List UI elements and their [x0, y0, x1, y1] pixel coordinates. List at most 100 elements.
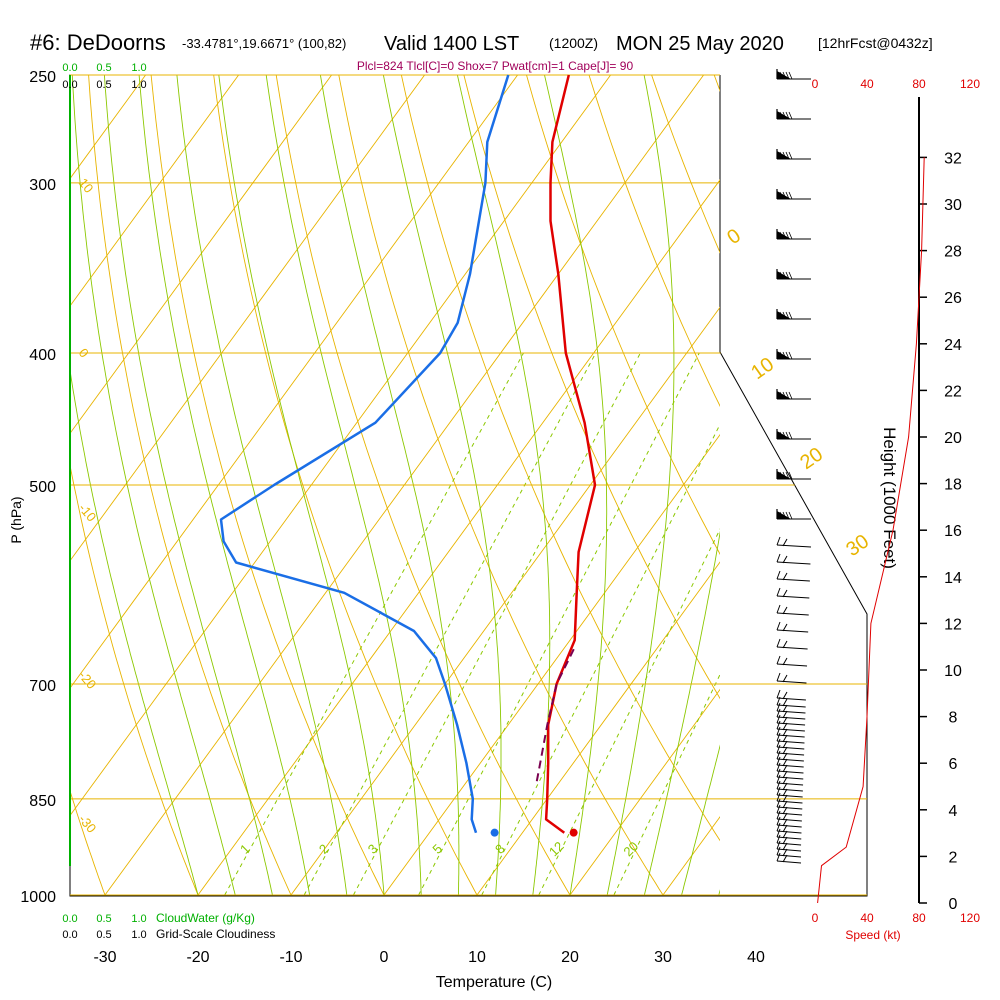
- wind-barb: [776, 780, 803, 792]
- wind-barb: [776, 672, 807, 684]
- forecast-date: MON 25 May 2020: [616, 33, 784, 55]
- wind-barb: [776, 852, 802, 864]
- speed-bottom-tick-3: 120: [960, 911, 980, 925]
- wind-barb: [776, 714, 806, 726]
- height-tick-label: 18: [944, 477, 962, 494]
- mixing-ratio-lines: 1 2 3 5 8 12 20: [224, 352, 720, 896]
- moist-adiabat-line: [606, 75, 675, 896]
- mixing-ratio-line: [353, 352, 641, 896]
- moist-adiabat-line: [544, 75, 608, 896]
- wind-barb: [776, 816, 802, 828]
- pressure-tick-label: 400: [29, 347, 56, 364]
- wind-barb: [776, 798, 803, 810]
- speed-top-tick-0: 0: [812, 77, 819, 91]
- height-tick-label: 10: [944, 663, 962, 680]
- mixing-ratio-line: [224, 352, 524, 896]
- mixing-ratio-line: [481, 423, 720, 896]
- wind-barb: [776, 638, 808, 650]
- wind-barb: [776, 349, 811, 360]
- temperature-tick-label: -30: [93, 949, 116, 966]
- dry-adiabat-line: [70, 463, 199, 896]
- wind-barb: [776, 570, 810, 582]
- temperature-tick-label: 10: [468, 949, 486, 966]
- wind-barb: [776, 229, 811, 240]
- moist-adiabat-line: [456, 75, 551, 896]
- moist-adiabat-line: [103, 75, 273, 896]
- wind-barb: [776, 309, 811, 320]
- height-tick-label: 2: [949, 849, 958, 866]
- height-tick-label: 26: [944, 290, 962, 307]
- mixing-ratio-line: [303, 352, 597, 896]
- wind-barb: [776, 269, 811, 280]
- x-axis-label: Temperature (C): [436, 974, 552, 991]
- dry-adiabat-line: [338, 75, 664, 896]
- top-black-tick-1: 0.5: [96, 79, 111, 91]
- pressure-tick-label: 850: [29, 793, 56, 810]
- top-green-tick-0: 0.0: [62, 62, 77, 74]
- height-tick-label: 24: [944, 337, 962, 354]
- surface-dewpoint-point: [490, 828, 499, 837]
- top-black-tick-2: 1.0: [131, 79, 146, 91]
- temperature-tick-label: -20: [186, 949, 209, 966]
- mixing-ratio-line: [418, 352, 700, 896]
- speed-label: Speed (kt): [845, 928, 900, 942]
- x-axis-ticks: -30 -20 -10 0 10 20 30 40: [93, 949, 765, 966]
- bottom-green-tick-2: 1.0: [131, 913, 146, 925]
- pressure-axis-ticks: 250 300 400 500 700 850 1000: [20, 69, 56, 906]
- wind-barb: [776, 655, 808, 667]
- speed-bottom-tick-0: 0: [812, 911, 819, 925]
- wind-barb: [776, 109, 811, 120]
- wind-barb: [776, 69, 811, 80]
- surface-temperature-point: [569, 828, 578, 837]
- bottom-black-tick-2: 1.0: [131, 929, 146, 941]
- cloudiness-label: Grid-Scale Cloudiness: [156, 927, 275, 941]
- moist-adiabat-line: [382, 75, 502, 896]
- temperature-tick-label: 20: [561, 949, 579, 966]
- dry-adiabat-line: [213, 75, 478, 896]
- wind-barb: [776, 429, 811, 440]
- moist-adiabat-line: [681, 744, 720, 896]
- wind-barb: [776, 804, 803, 816]
- wind-barb: [776, 469, 811, 480]
- wind-barb: [776, 720, 805, 732]
- moist-adiabat-line: [319, 75, 460, 896]
- dewpoint-profile: [219, 74, 510, 834]
- speed-top-tick-2: 80: [912, 77, 926, 91]
- moist-adiabat-line: [71, 75, 236, 896]
- location-coords: -33.4781°,19.6671° (100,82): [182, 36, 346, 51]
- top-green-tick-2: 1.0: [131, 62, 146, 74]
- moist-adiabat-line: [70, 367, 199, 896]
- wind-barb: [776, 702, 806, 714]
- dry-adiabat-line: [526, 75, 720, 555]
- zulu-time: (1200Z): [549, 35, 598, 51]
- dry-adiabat-line: [88, 75, 292, 896]
- pressure-tick-label: 300: [29, 177, 56, 194]
- moist-adiabat-line: [176, 75, 348, 896]
- bottom-green-tick-0: 0.0: [62, 913, 77, 925]
- station-name: #6: DeDoorns: [30, 30, 166, 55]
- y-axis-label: P (hPa): [8, 496, 24, 543]
- top-green-tick-1: 0.5: [96, 62, 111, 74]
- wind-barb: [776, 621, 809, 633]
- height-tick-label: 16: [944, 523, 962, 540]
- temperature-tick-label: 40: [747, 949, 765, 966]
- wind-barb: [776, 696, 806, 708]
- wind-barb: [776, 774, 804, 786]
- height-tick-label: 4: [949, 803, 958, 820]
- height-tick-label: 20: [944, 430, 962, 447]
- isotherm-line: [70, 75, 332, 435]
- height-tick-label: 32: [944, 150, 962, 167]
- stability-indices: Plcl=824 Tlcl[C]=0 Shox=7 Pwat[cm]=1 Cap…: [357, 59, 634, 73]
- bottom-black-tick-1: 0.5: [96, 929, 111, 941]
- speed-top-tick-1: 40: [860, 77, 874, 91]
- height-tick-label: 6: [949, 756, 958, 773]
- wind-barb: [776, 732, 805, 744]
- bottom-black-tick-0: 0.0: [62, 929, 77, 941]
- isobars: [70, 74, 867, 896]
- wind-barb: [776, 762, 804, 774]
- wind-barb: [776, 689, 806, 701]
- pressure-tick-label: 1000: [20, 889, 56, 906]
- top-black-tick-0: 0.0: [62, 79, 77, 91]
- pressure-tick-label: 500: [29, 479, 56, 496]
